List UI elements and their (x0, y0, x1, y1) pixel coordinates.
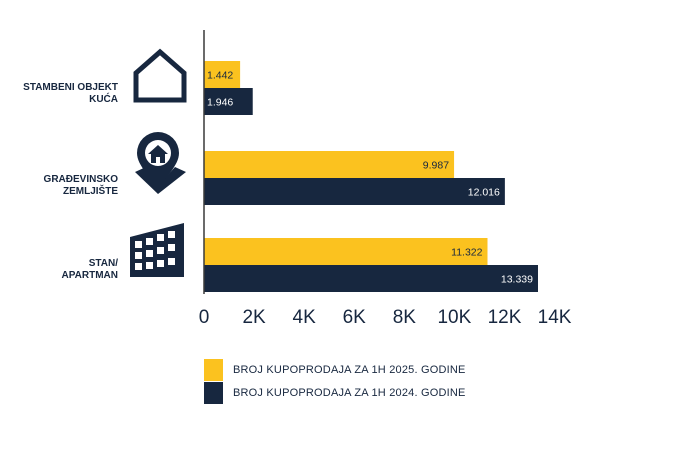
bar-series1-cat2 (204, 265, 538, 292)
category-label-line: GRAĐEVINSKO (43, 174, 118, 185)
data-label-series1-cat2: 13.339 (501, 274, 533, 286)
category-label-line: ZEMLJIŠTE (62, 186, 118, 197)
x-tick-label-0: 0 (199, 307, 210, 328)
location-pin-house-icon (135, 132, 186, 194)
bar-series0-cat2 (204, 238, 488, 265)
x-tick-label-6: 12K (488, 307, 522, 328)
legend-item-2025: BROJ KUPOPRODAJA ZA 1H 2025. GODINE (204, 359, 466, 381)
bars-group: 1.442 9.987 11.322 1.946 12.016 13.339 (204, 61, 538, 292)
house-icon (133, 48, 187, 103)
data-label-series0-cat2: 11.322 (451, 247, 482, 259)
bar-series1-cat0 (204, 88, 253, 115)
x-tick-label-3: 6K (343, 307, 367, 328)
data-label-series0-cat1: 9.987 (423, 160, 449, 172)
data-label-series0-cat0: 1.442 (207, 70, 233, 82)
bar-series0-cat1 (204, 151, 455, 178)
x-tick-label-4: 8K (393, 307, 417, 328)
legend-swatch-2024 (204, 382, 223, 404)
legend-label-2024: BROJ KUPOPRODAJA ZA 1H 2024. GODINE (233, 387, 466, 399)
data-label-series1-cat0: 1.946 (207, 97, 233, 109)
category-label-stambeni-objekt: STAMBENI OBJEKT KUĆA (23, 82, 118, 106)
x-tick-label-7: 14K (538, 307, 572, 328)
category-label-line: KUĆA (89, 94, 118, 105)
x-tick-label-2: 4K (293, 307, 317, 328)
category-label-stan-apartman: STAN/ APARTMAN (62, 258, 118, 282)
apartment-building-icon (130, 223, 184, 277)
legend-item-2024: BROJ KUPOPRODAJA ZA 1H 2024. GODINE (204, 382, 466, 404)
x-tick-label-1: 2K (242, 307, 266, 328)
x-axis-ticks: 0 2K 4K 6K 8K 10K 12K 14K (199, 307, 572, 328)
category-label-line: STAMBENI OBJEKT (23, 82, 118, 93)
legend-swatch-2025 (204, 359, 223, 381)
category-label-line: APARTMAN (61, 270, 118, 281)
bar-series1-cat1 (204, 178, 505, 205)
data-label-series1-cat1: 12.016 (468, 187, 500, 199)
category-label-line: STAN/ (88, 258, 118, 269)
x-tick-label-5: 10K (437, 307, 471, 328)
bar-series0-cat0 (204, 61, 241, 88)
legend-label-2025: BROJ KUPOPRODAJA ZA 1H 2025. GODINE (233, 364, 466, 376)
category-label-gradevinsko-zemljiste: GRAĐEVINSKO ZEMLJIŠTE (44, 174, 118, 198)
